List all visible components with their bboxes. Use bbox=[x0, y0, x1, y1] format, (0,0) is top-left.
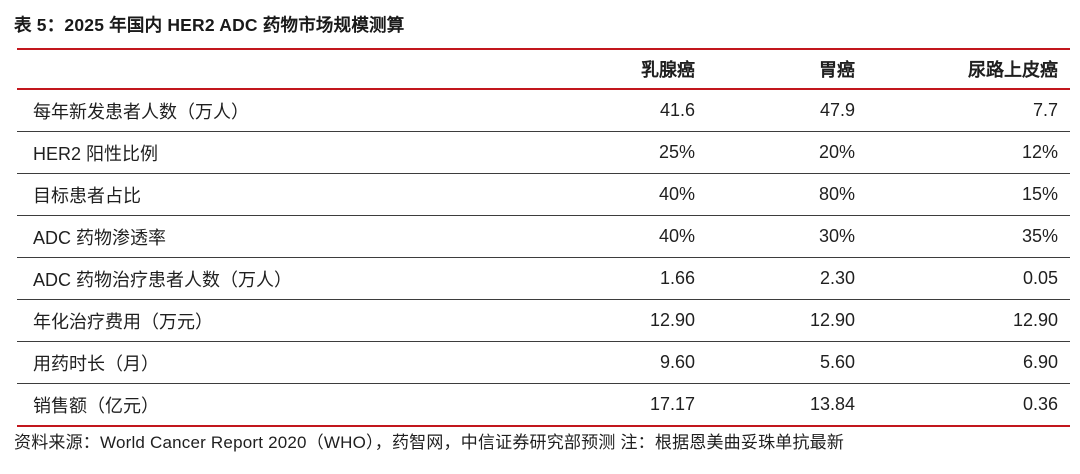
cell-value: 41.6 bbox=[457, 89, 707, 132]
cell-value: 12.90 bbox=[457, 299, 707, 342]
cell-value: 80% bbox=[707, 173, 867, 216]
cell-value: 35% bbox=[867, 215, 1070, 258]
cell-value: 6.90 bbox=[867, 341, 1070, 384]
cell-value: 13.84 bbox=[707, 383, 867, 427]
cell-value: 47.9 bbox=[707, 89, 867, 132]
source-note: 资料来源：World Cancer Report 2020（WHO），药智网，中… bbox=[14, 433, 845, 452]
cell-value: 0.05 bbox=[867, 257, 1070, 300]
table-title: 表 5：2025 年国内 HER2 ADC 药物市场规模测算 bbox=[14, 15, 405, 35]
table-row: 每年新发患者人数（万人） 41.6 47.9 7.7 bbox=[17, 89, 1070, 132]
column-header-urothelial-cancer: 尿路上皮癌 bbox=[867, 48, 1070, 90]
table-row: 用药时长（月） 9.60 5.60 6.90 bbox=[17, 341, 1070, 384]
table-row: ADC 药物渗透率 40% 30% 35% bbox=[17, 215, 1070, 258]
cell-value: 20% bbox=[707, 131, 867, 174]
column-header-breast-cancer: 乳腺癌 bbox=[457, 48, 707, 90]
cell-value: 2.30 bbox=[707, 257, 867, 300]
cell-value: 12% bbox=[867, 131, 1070, 174]
cell-value: 12.90 bbox=[707, 299, 867, 342]
cell-value: 5.60 bbox=[707, 341, 867, 384]
cell-value: 12.90 bbox=[867, 299, 1070, 342]
row-label: 每年新发患者人数（万人） bbox=[17, 89, 457, 132]
row-label: HER2 阳性比例 bbox=[17, 131, 457, 174]
cell-value: 0.36 bbox=[867, 383, 1070, 427]
cell-value: 15% bbox=[867, 173, 1070, 216]
row-label: 用药时长（月） bbox=[17, 341, 457, 384]
table-row: HER2 阳性比例 25% 20% 12% bbox=[17, 131, 1070, 174]
cell-value: 7.7 bbox=[867, 89, 1070, 132]
row-label: 销售额（亿元） bbox=[17, 383, 457, 427]
table-row: 年化治疗费用（万元） 12.90 12.90 12.90 bbox=[17, 299, 1070, 342]
cell-value: 9.60 bbox=[457, 341, 707, 384]
cell-value: 17.17 bbox=[457, 383, 707, 427]
header-blank-cell bbox=[17, 48, 457, 90]
cell-value: 40% bbox=[457, 215, 707, 258]
table-row: 目标患者占比 40% 80% 15% bbox=[17, 173, 1070, 216]
cell-value: 40% bbox=[457, 173, 707, 216]
row-label: 年化治疗费用（万元） bbox=[17, 299, 457, 342]
table-header: 乳腺癌 胃癌 尿路上皮癌 bbox=[17, 48, 1070, 90]
row-label: 目标患者占比 bbox=[17, 173, 457, 216]
market-size-table: 乳腺癌 胃癌 尿路上皮癌 每年新发患者人数（万人） 41.6 47.9 7.7 … bbox=[17, 48, 1070, 427]
cell-value: 1.66 bbox=[457, 257, 707, 300]
column-header-gastric-cancer: 胃癌 bbox=[707, 48, 867, 90]
row-label: ADC 药物治疗患者人数（万人） bbox=[17, 257, 457, 300]
row-label: ADC 药物渗透率 bbox=[17, 215, 457, 258]
table-row: ADC 药物治疗患者人数（万人） 1.66 2.30 0.05 bbox=[17, 257, 1070, 300]
header-row: 乳腺癌 胃癌 尿路上皮癌 bbox=[17, 48, 1070, 90]
table-body: 每年新发患者人数（万人） 41.6 47.9 7.7 HER2 阳性比例 25%… bbox=[17, 89, 1070, 427]
cell-value: 25% bbox=[457, 131, 707, 174]
table-row: 销售额（亿元） 17.17 13.84 0.36 bbox=[17, 383, 1070, 427]
cell-value: 30% bbox=[707, 215, 867, 258]
